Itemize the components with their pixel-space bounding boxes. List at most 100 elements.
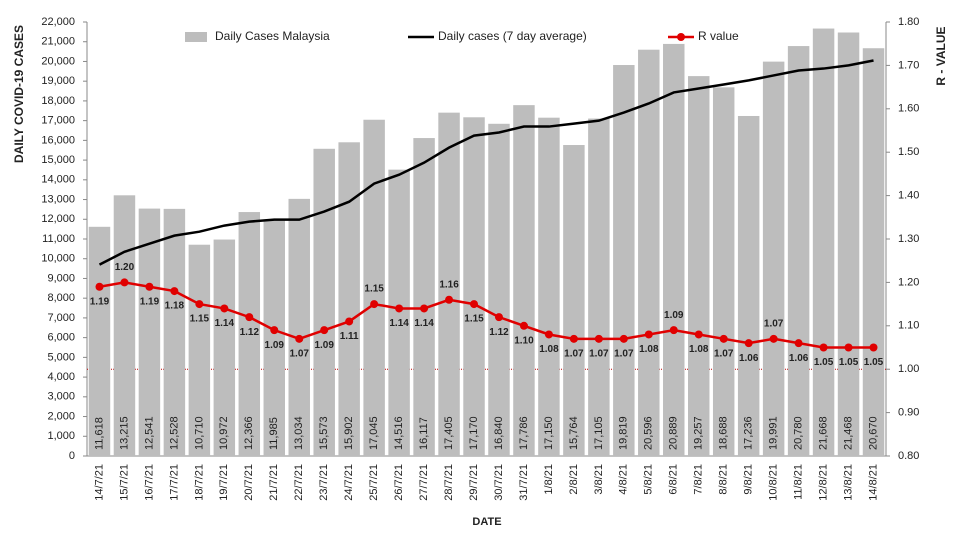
marker — [544, 330, 553, 339]
marker — [320, 326, 329, 335]
marker — [744, 339, 753, 348]
bar — [787, 46, 810, 457]
y-tick-label: 9,000 — [47, 272, 75, 284]
y2-tick-label: 1.20 — [898, 276, 919, 288]
y-tick-label: 18,000 — [41, 95, 75, 107]
point-value-label: 1.10 — [514, 335, 534, 346]
point-value-label: 1.14 — [389, 318, 409, 329]
bar-value-label: 17,170 — [468, 416, 480, 450]
bar-value-label: 17,405 — [443, 416, 455, 450]
x-tick-label: 23/7/21 — [318, 464, 330, 501]
x-tick-label: 7/8/21 — [693, 464, 705, 495]
marker — [844, 343, 853, 352]
legend-label: Daily Cases Malaysia — [215, 29, 330, 43]
bar-value-label: 20,596 — [643, 416, 655, 450]
marker — [370, 300, 379, 309]
bar-value-label: 17,045 — [368, 416, 380, 450]
x-tick-label: 16/7/21 — [143, 464, 155, 501]
marker — [145, 282, 154, 291]
y-tick-label: 12,000 — [41, 213, 75, 225]
bar — [238, 212, 261, 456]
bar-value-label: 17,786 — [518, 416, 530, 450]
marker — [120, 278, 129, 287]
x-tick-label: 22/7/21 — [293, 464, 305, 501]
y-axis-label: DAILY COVID-19 CASES — [12, 25, 26, 163]
x-tick-label: 13/8/21 — [842, 464, 854, 501]
point-value-label: 1.05 — [839, 357, 859, 368]
bar — [363, 119, 385, 457]
point-value-label: 1.12 — [489, 327, 509, 338]
x-axis-label: DATE — [472, 516, 501, 528]
bar — [213, 239, 236, 456]
bar-value-label: 10,972 — [218, 416, 230, 450]
marker — [295, 334, 304, 343]
y-tick-label: 2,000 — [47, 410, 75, 422]
y-tick-label: 0 — [69, 450, 75, 462]
bar-value-label: 20,670 — [867, 416, 879, 450]
y-tick-label: 11,000 — [42, 233, 75, 245]
point-value-label: 1.12 — [240, 327, 260, 338]
bar — [463, 117, 485, 457]
x-tick-label: 14/8/21 — [867, 464, 879, 501]
bar-value-label: 17,105 — [593, 416, 605, 450]
y-tick-label: 1,000 — [47, 430, 75, 442]
bar — [862, 48, 885, 456]
point-value-label: 1.18 — [165, 301, 185, 312]
legend-marker — [677, 33, 685, 41]
x-tick-label: 5/8/21 — [643, 464, 655, 495]
line — [98, 59, 874, 266]
bar — [837, 32, 860, 457]
point-value-label: 1.09 — [314, 340, 334, 351]
bar — [812, 28, 835, 457]
marker — [819, 343, 828, 352]
x-tick-label: 27/7/21 — [418, 464, 430, 501]
bar-value-label: 15,764 — [568, 416, 580, 450]
point-value-label: 1.19 — [140, 296, 160, 307]
bar — [687, 76, 710, 456]
bar — [762, 61, 785, 457]
x-tick-label: 30/7/21 — [493, 464, 505, 501]
bar — [388, 169, 410, 456]
y2-tick-label: 1.30 — [898, 233, 919, 245]
marker — [569, 334, 578, 343]
marker — [345, 317, 354, 326]
bar-value-label: 16,840 — [493, 416, 505, 450]
bar-value-label: 13,034 — [293, 416, 305, 450]
bar — [338, 142, 360, 456]
bar-value-label: 10,710 — [193, 416, 205, 450]
bar — [113, 195, 136, 457]
y2-tick-label: 1.80 — [898, 16, 919, 28]
y-tick-label: 17,000 — [41, 115, 75, 127]
marker — [669, 326, 678, 335]
legend-label: Daily cases (7 day average) — [438, 29, 587, 43]
bar-value-label: 12,541 — [143, 416, 155, 450]
bar-value-label: 12,366 — [243, 416, 255, 450]
bar — [588, 118, 610, 456]
x-tick-label: 20/7/21 — [243, 464, 255, 501]
bar-value-label: 19,819 — [618, 416, 630, 450]
point-value-label: 1.08 — [539, 344, 559, 355]
x-tick-label: 26/7/21 — [393, 464, 405, 501]
y-tick-label: 16,000 — [41, 134, 75, 146]
point-value-label: 1.08 — [689, 344, 709, 355]
marker — [519, 321, 528, 330]
y-tick-label: 10,000 — [41, 253, 75, 265]
marker — [494, 313, 503, 322]
y-tick-label: 21,000 — [41, 36, 75, 48]
bar — [663, 43, 685, 457]
marker — [644, 330, 653, 339]
bar-value-label: 20,780 — [793, 416, 805, 450]
bar-value-label: 11,618 — [93, 417, 105, 450]
bar — [288, 198, 310, 456]
marker — [619, 334, 628, 343]
marker — [420, 304, 429, 313]
bar-value-label: 14,516 — [393, 416, 405, 450]
y2-tick-label: 1.70 — [898, 59, 919, 71]
x-tick-label: 18/7/21 — [193, 464, 205, 501]
x-tick-label: 1/8/21 — [543, 464, 555, 495]
point-value-label: 1.09 — [664, 310, 684, 321]
bar-value-label: 16,117 — [418, 417, 430, 450]
x-tick-label: 25/7/21 — [368, 464, 380, 501]
bar — [613, 65, 635, 457]
point-value-label: 1.20 — [115, 262, 135, 273]
